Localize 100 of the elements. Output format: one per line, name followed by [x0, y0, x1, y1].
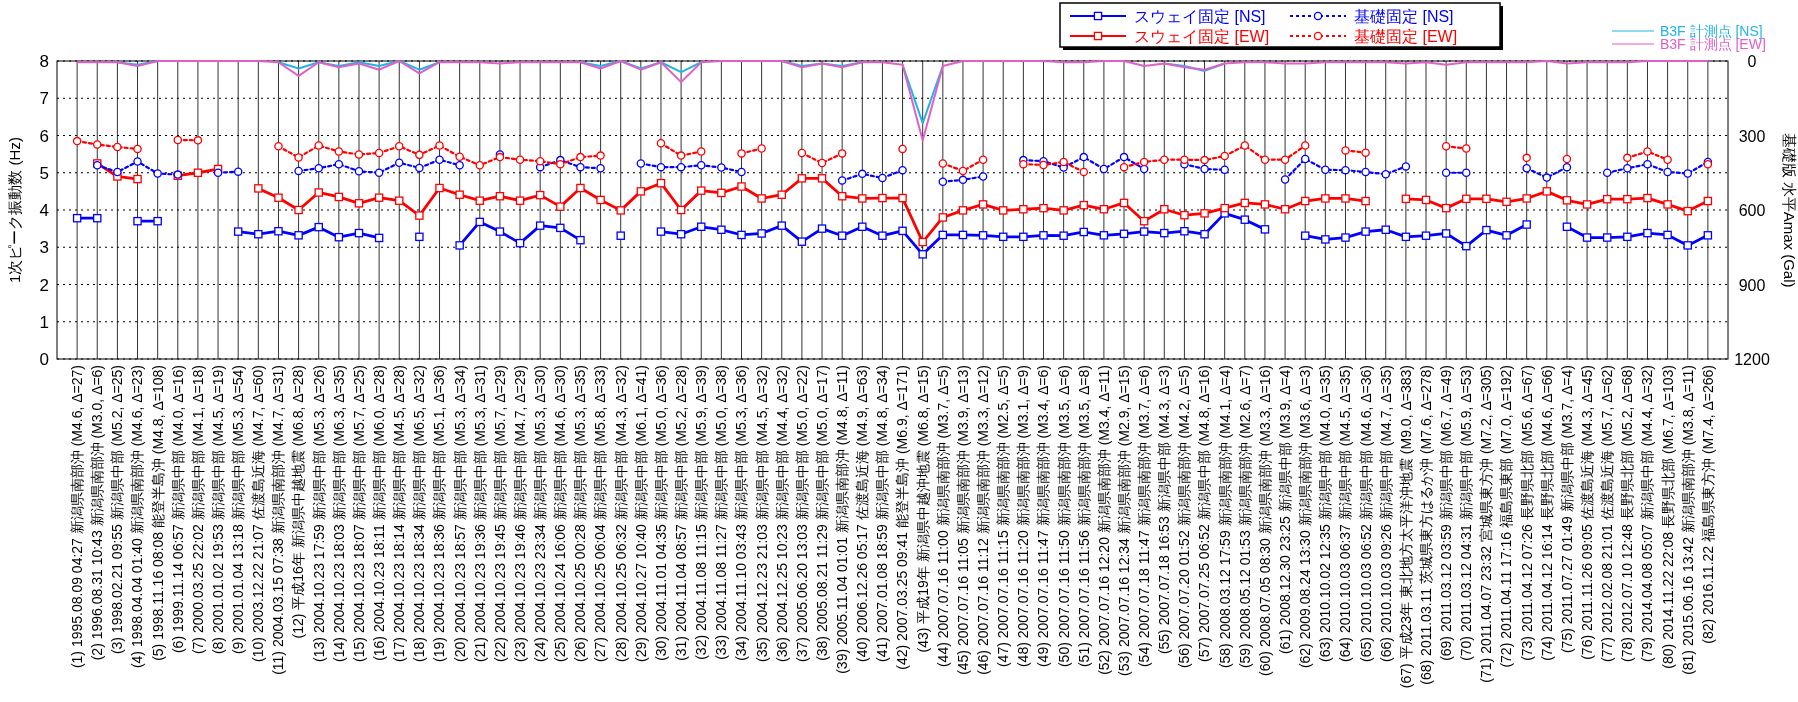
point: [1240, 141, 1250, 150]
x-tick-label: (50) 2007.07.16 11:50 新潟県南部沖 (M3.5, Δ=6): [1055, 365, 1072, 668]
x-tick-label: (39) 2005.11.04 01:01 新潟県南部沖 (M4.8, Δ=11): [834, 365, 851, 674]
x-tick-label: (1) 1995.08.09 04:27 新潟県南部沖 (M4.6, Δ=27): [69, 365, 86, 669]
point: [415, 150, 424, 160]
point: [354, 150, 364, 159]
point: [1139, 157, 1149, 167]
x-tick-label: (24) 2004.10.23 23:34 新潟県中部 (M5.3, Δ=30): [532, 365, 549, 662]
point: [1361, 148, 1370, 157]
x-tick-label: (21) 2004.10.23 19:36 新潟県中部 (M5.3, Δ=31): [471, 365, 488, 662]
x-tick-label: (14) 2004.10.23 18:03 新潟県中部 (M6.3, Δ=35): [330, 365, 347, 662]
y-tick-label: 6: [39, 126, 49, 146]
point: [314, 141, 323, 150]
y-tick-label: 2: [39, 275, 49, 295]
x-tick-label: (27) 2004.10.25 06:04 新潟県中部 (M5.8, Δ=33): [592, 365, 609, 662]
y2-tick-label: 600: [1738, 202, 1766, 219]
x-tick-label: (66) 2010.10.03 09:26 新潟県中部 (M4.7, Δ=35): [1377, 365, 1394, 662]
y2-tick-label: 300: [1738, 127, 1766, 145]
x-tick-label: (63) 2010.10.02 12:35 新潟県中部 (M4.0, Δ=35): [1317, 365, 1334, 662]
point: [1119, 162, 1129, 172]
point: [1663, 155, 1672, 164]
x-tick-label: (35) 2004.12.23 21:03 新潟県中部 (M4.5, Δ=32): [753, 365, 770, 662]
x-tick-label: (74) 2011.04.12 16:14 長野県北部 (M4.6, Δ=66): [1538, 365, 1555, 661]
point: [797, 148, 807, 158]
x-tick-label: (73) 2011.04.12 07:26 長野県北部 (M5.6, Δ=67): [1518, 365, 1535, 661]
x-tick-label: (61) 2008.12.30 23:25 新潟県中部 (M3.9, Δ=4): [1276, 365, 1293, 655]
point: [535, 156, 545, 166]
point: [676, 151, 686, 160]
x-tick-label: (44) 2007.07.16 11:00 新潟県南部沖 (M3.7, Δ=5): [934, 365, 951, 668]
x-tick-label: (31) 2004.11.04 08:57 新潟県中部 (M5.2, Δ=28): [673, 365, 690, 661]
x-tick-label: (67) 平成23年 東北地方太平洋沖地震 (M9.0, Δ=383): [1397, 365, 1414, 689]
x-tick-label: (52) 2007.07.16 12:20 新潟県南部沖 (M3.4, Δ=11): [1095, 365, 1112, 675]
x-tick-label: (36) 2004.12.25 10:23 新潟県中部 (M4.4, Δ=32): [773, 365, 790, 662]
x-tick-label: (13) 2004.10.23 17:59 新潟県中部 (M5.3, Δ=26): [310, 365, 327, 662]
point: [1462, 144, 1471, 153]
x-tick-label: (20) 2004.10.23 18:57 新潟県中部 (M5.3, Δ=34): [451, 365, 468, 662]
point: [1220, 151, 1229, 161]
point: [515, 155, 525, 164]
x-tick-label: (60) 2008.07.05 08:30 新潟県南部沖 (M3.3, Δ=16): [1256, 365, 1273, 676]
point: [1180, 155, 1189, 164]
x-tick-label: (82) 2016.11.22 福島県東方沖 (M7.4, Δ=266): [1699, 365, 1716, 644]
point: [1341, 146, 1350, 155]
x-tick-label: (48) 2007.07.16 11:20 新潟県南部沖 (M3.1, Δ=9): [1015, 365, 1032, 668]
x-tick-label: (6) 1999.11.14 06:57 新潟県中部 (M4.0, Δ=16): [169, 365, 186, 654]
y-tick-label: 0: [39, 350, 49, 369]
point: [274, 142, 283, 151]
y2-tick-label: 0: [1747, 53, 1757, 70]
point: [1522, 153, 1531, 163]
x-tick-label: (17) 2004.10.23 18:14 新潟県中部 (M4.5, Δ=28): [391, 365, 408, 662]
point: [173, 135, 183, 145]
x-tick-label: (80) 2014.11.22 22:08 長野県北部 (M6.7, Δ=103): [1659, 365, 1676, 669]
x-tick-label: (57) 2007.07.25 06:52 新潟県中部 (M4.8, Δ=16): [1196, 365, 1213, 662]
x-tick-label: (15) 2004.10.23 18:07 新潟県中部 (M5.7, Δ=25): [350, 365, 367, 662]
x-tick-label: (16) 2004.10.23 18:11 新潟県中部 (M6.0, Δ=28): [371, 365, 388, 661]
x-tick-label: (26) 2004.10.25 00:28 新潟県中部 (M5.3, Δ=35): [572, 365, 589, 662]
x-tick-label: (47) 2007.07.16 11:15 新潟県南部沖 (M2.5, Δ=5): [995, 365, 1012, 668]
point: [978, 155, 988, 164]
x-tick-label: (37) 2005.06.20 13:03 新潟県中部 (M5.0, Δ=22): [793, 365, 810, 662]
x-tick-label: (9) 2001.01.04 13:18 新潟県中部 (M5.3, Δ=54): [230, 365, 247, 655]
point: [475, 161, 485, 170]
x-tick-label: (23) 2004.10.23 19:46 新潟県中部 (M4.7, Δ=29): [511, 365, 528, 662]
x-tick-label: (64) 2010.10.03 06:37 新潟県中部 (M4.5, Δ=35): [1337, 365, 1354, 662]
y-tick-label: 7: [39, 89, 49, 109]
point: [1260, 155, 1270, 164]
point: [1643, 147, 1652, 156]
x-tick-label: (69) 2011.03.12 03:59 新潟県中部 (M6.7, Δ=49): [1438, 365, 1455, 661]
point: [958, 166, 968, 176]
point: [556, 159, 565, 169]
point: [1059, 157, 1068, 167]
x-tick-label: (81) 2015.06.16 13:42 新潟県南部沖 (M3.8, Δ=11): [1679, 365, 1696, 675]
x-tick-label: (33) 2004.11.08 11:27 新潟県中部 (M5.0, Δ=38): [713, 365, 730, 660]
x-tick-label: (11) 2004.03.15 07:38 新潟県南部沖 (M4.7, Δ=31): [270, 365, 287, 675]
x-tick-label: (25) 2004.10.24 16:06 新潟県中部 (M4.6, Δ=30): [552, 365, 569, 662]
point: [133, 144, 142, 154]
x-tick-label: (68) 2011.03.11 茨城県東方はるか沖 (M7.6, Δ=278): [1417, 365, 1434, 685]
x-tick-label: (71) 2011.04.07 23:32 宮城県東方沖 (M7.2, Δ=305): [1478, 365, 1495, 683]
point: [72, 136, 82, 146]
legend-label: スウェイ固定 [EW]: [1134, 28, 1270, 45]
x-tick-label: (58) 2008.03.12 17:59 新潟県南部沖 (M4.1, Δ=4): [1216, 365, 1233, 669]
x-tick-label: (7) 2000.03.25 22:02 新潟県中部 (M4.1, Δ=18): [189, 365, 206, 655]
x-tick-label: (75) 2011.07.27 01:49 新潟県中部 (M3.7, Δ=4): [1558, 365, 1575, 654]
point: [1280, 155, 1290, 164]
point: [1160, 155, 1169, 164]
point: [737, 149, 746, 158]
point: [1300, 141, 1310, 150]
point: [817, 158, 827, 168]
x-tick-label: (42) 2007.03.25 09:41 能登半島沖 (M6.9, Δ=171): [894, 365, 911, 670]
y-tick-label: 5: [39, 163, 49, 183]
point: [334, 147, 344, 156]
point: [656, 139, 666, 148]
x-tick-label: (30) 2004.11.01 04:35 新潟県中部 (M5.0, Δ=36): [652, 365, 669, 661]
x-tick-label: (76) 2011.11.26 09:05 佐渡島近海 (M4.3, Δ=45): [1578, 365, 1595, 660]
x-tick-label: (43) 平成19年 新潟県中越沖地震 (M6.8, Δ=15): [914, 365, 931, 653]
point: [455, 152, 464, 161]
point: [1562, 154, 1572, 164]
x-tick-label: (65) 2010.10.03 06:52 新潟県中部 (M4.6, Δ=36): [1357, 365, 1374, 662]
x-tick-label: (77) 2012.02.08 21:01 佐渡島近海 (M5.7, Δ=62): [1599, 365, 1616, 662]
y-axis-title: 1次ピーク振動数 (Hz): [6, 137, 23, 283]
point: [1441, 142, 1451, 151]
x-tick-label: (18) 2004.10.23 18:34 新潟県中部 (M6.5, Δ=32): [411, 365, 428, 662]
